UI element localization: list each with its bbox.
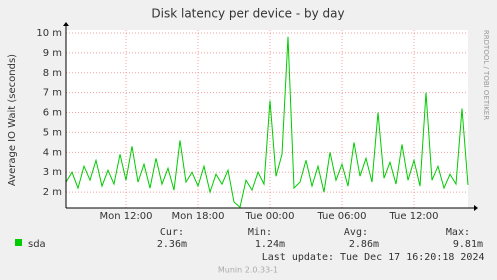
legend-label: sda xyxy=(28,239,46,250)
x-tick-label: Tue 00:00 xyxy=(244,211,294,222)
y-tick-label: 6 m xyxy=(43,108,62,119)
x-tick-label: Tue 06:00 xyxy=(316,211,366,222)
y-arrow xyxy=(63,22,69,26)
last-update: Tue Dec 17 16:20:18 2024 xyxy=(340,252,485,263)
chart-title: Disk latency per device - by day xyxy=(151,7,344,21)
x-tick-label: Tue 12:00 xyxy=(388,211,438,222)
x-tick-label: Mon 18:00 xyxy=(171,211,224,222)
legend-header: Cur: xyxy=(160,227,184,238)
legend-header: Max: xyxy=(446,227,470,238)
y-tick-label: 7 m xyxy=(43,88,62,99)
y-tick-label: 5 m xyxy=(43,127,62,138)
y-tick-label: 4 m xyxy=(43,147,62,158)
legend-swatch xyxy=(15,239,22,246)
y-tick-label: 2 m xyxy=(43,187,62,198)
y-tick-label: 10 m xyxy=(36,28,62,39)
x-arrow xyxy=(474,205,478,211)
y-tick-label: 9 m xyxy=(43,48,62,59)
legend-value: 2.36m xyxy=(157,239,187,250)
y-axis-label: Average IO Wait (seconds) xyxy=(7,54,18,186)
x-tick-label: Mon 12:00 xyxy=(99,211,152,222)
legend-header: Min: xyxy=(248,227,272,238)
legend-value: 9.81m xyxy=(453,239,483,250)
legend-value: 2.86m xyxy=(349,239,379,250)
plot-area xyxy=(66,30,468,208)
last-update-label: Last update: xyxy=(262,252,334,263)
legend-value: 1.24m xyxy=(255,239,285,250)
legend-header: Avg: xyxy=(344,227,368,238)
footer: Munin 2.0.33-1 xyxy=(218,266,278,275)
data-line xyxy=(65,36,469,209)
side-text: RRDTOOL / TOBI OETIKER xyxy=(482,30,490,120)
y-tick-label: 8 m xyxy=(43,68,62,79)
y-tick-label: 3 m xyxy=(43,167,62,178)
